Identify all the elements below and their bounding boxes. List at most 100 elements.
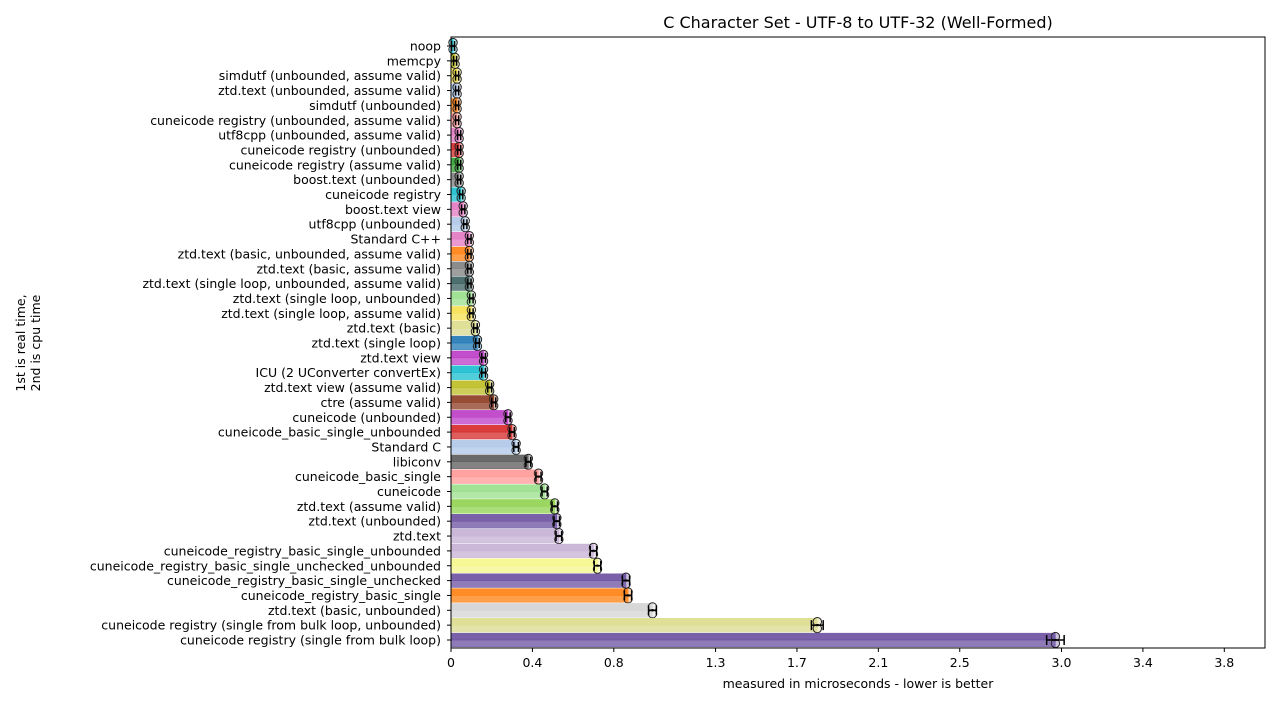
bar [450,469,539,477]
bar [450,632,1056,641]
bars [448,37,1065,649]
category-label: Standard C [371,439,441,454]
sample-point [592,557,603,568]
bar [450,431,513,440]
bar [450,476,539,484]
category-label: cuneicode_basic_single [295,469,441,484]
sample-point [592,564,603,574]
bar [450,506,555,514]
bar [450,595,629,603]
bar [450,535,560,544]
bar [450,387,490,395]
category-label: cuneicode registry [325,187,442,202]
bar [450,610,653,618]
category-label: ztd.text (single loop, assume valid) [221,306,441,321]
bar [450,624,818,633]
bar [450,395,494,403]
bar [450,380,490,388]
y-axis-label: 1st is real time, 2nd is cpu time [13,294,43,391]
category-label: libiconv [393,454,442,469]
category-label: cuneicode registry (unbounded, assume va… [150,113,441,128]
category-label: noop [410,39,441,54]
category-label: ICU (2 UConverter convertEx) [256,365,441,380]
bar [450,439,517,448]
sample-point [588,549,599,559]
bar [450,528,560,537]
x-axis-ticks: 0 0.4 0.8 1.3 1.7 2.1 2.5 3.0 3.4 3.8 [447,648,1234,670]
category-label: Standard C++ [350,232,441,247]
sample-point [812,623,822,634]
bar [450,461,529,469]
category-label: ztd.text (unbounded) [308,514,441,529]
category-label: cuneicode_basic_single_unbounded [218,425,441,440]
bar [450,521,558,529]
bar [450,499,555,507]
category-label: ztd.text view (assume valid) [264,380,441,395]
category-label: cuneicode registry (single from bulk loo… [101,618,441,633]
x-tick-label: 0.4 [522,655,542,670]
bar [450,550,594,559]
category-label: ztd.text (basic, unbounded) [268,603,441,618]
category-label: cuneicode registry (unbounded) [241,142,441,157]
bar [450,357,484,365]
bar [450,618,818,626]
sample-point [1050,631,1061,642]
category-label: cuneicode [377,484,441,499]
bar [450,372,484,380]
bar [450,365,484,373]
category-label: cuneicode_registry_basic_single [241,588,441,603]
category-label: ctre (assume valid) [321,395,441,410]
category-label: ztd.text (single loop, unbounded, assume… [142,276,441,291]
x-axis-label: measured in microseconds - lower is bett… [723,676,995,691]
x-tick-label: 1.7 [787,655,807,670]
category-label: ztd.text (single loop, unbounded) [233,291,441,306]
category-label: ztd.text [393,529,441,544]
category-label: boost.text view [345,202,441,217]
category-label: ztd.text (basic, assume valid) [256,261,441,276]
bar [450,573,627,581]
category-label: cuneicode_registry_basic_single_unchecke… [167,573,441,588]
category-label: ztd.text (basic, unbounded, assume valid… [178,246,441,261]
plot-frame [450,36,1266,649]
x-tick-label: 2.1 [868,655,888,670]
category-label: cuneicode registry (single from bulk loo… [180,633,441,648]
sample-point [588,542,599,553]
bar [450,580,627,588]
bar [450,603,653,611]
category-label: ztd.text (unbounded, assume valid) [218,83,441,98]
category-label: utf8cpp (unbounded) [309,217,441,232]
bar [450,491,545,499]
bar [450,514,558,522]
category-label: ztd.text (basic) [347,321,441,336]
bar [450,454,529,462]
chart-title: C Character Set - UTF-8 to UTF-32 (Well-… [663,13,1053,32]
y-axis-label-line1: 1st is real time, [13,294,28,391]
bar [450,484,545,492]
bar [450,417,509,425]
bar [450,402,494,410]
x-tick-label: 0.8 [604,655,624,670]
category-label: ztd.text (single loop) [312,336,441,351]
x-tick-label: 3.4 [1133,655,1153,670]
category-label: cuneicode_registry_basic_single_unbounde… [164,543,441,558]
category-label: simdutf (unbounded, assume valid) [219,68,441,83]
x-tick-label: 0 [447,655,455,670]
category-label: utf8cpp (unbounded, assume valid) [218,128,441,143]
y-axis-label-line2: 2nd is cpu time [28,294,43,391]
category-label: memcpy [387,53,442,68]
bar [450,565,598,573]
category-label: cuneicode_registry_basic_single_unchecke… [90,558,441,573]
bar [450,588,629,596]
bar [450,425,513,433]
bar [450,543,594,552]
bar [450,350,484,359]
bar [450,639,1056,648]
x-tick-label: 3.0 [1052,655,1072,670]
category-label: ztd.text (assume valid) [297,499,441,514]
x-tick-label: 2.5 [950,655,970,670]
category-label: simdutf (unbounded) [309,98,441,113]
bar [450,446,517,455]
category-label: cuneicode (unbounded) [292,410,441,425]
category-label: ztd.text view [360,350,441,365]
